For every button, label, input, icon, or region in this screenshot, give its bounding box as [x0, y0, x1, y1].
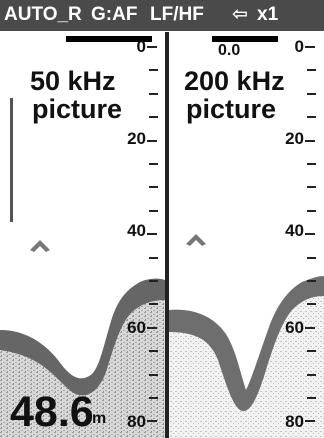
depth-tick — [149, 116, 158, 118]
right-fish-mark — [186, 234, 206, 246]
depth-tick — [147, 140, 157, 142]
depth-tick — [305, 420, 315, 422]
right-picture-label: picture — [186, 94, 277, 124]
depth-tick — [149, 257, 158, 259]
depth-tick — [307, 93, 316, 95]
right-bottom-contour — [169, 276, 324, 412]
depth-tick — [149, 280, 158, 282]
depth-tick — [305, 327, 315, 329]
depth-tick — [149, 374, 158, 376]
zoom-level[interactable]: x1 — [257, 4, 279, 25]
shift-arrow-icon[interactable]: ⇦ — [232, 4, 248, 25]
left-depth-40: 40 — [127, 221, 146, 240]
depth-readout: 48.6 — [10, 388, 94, 436]
depth-tick — [149, 397, 158, 399]
depth-tick — [147, 46, 157, 48]
depth-tick — [307, 210, 316, 212]
depth-tick — [307, 163, 316, 165]
left-picture-label: picture — [32, 94, 123, 124]
depth-tick — [149, 186, 158, 188]
left-depth-20: 20 — [127, 129, 146, 148]
depth-tick — [307, 350, 316, 352]
depth-tick — [149, 69, 158, 71]
left-frequency-label: 50 kHz — [30, 66, 116, 96]
gain-mode[interactable]: G:AF — [91, 4, 138, 25]
depth-tick — [149, 303, 158, 305]
left-depth-80: 80 — [127, 412, 146, 431]
depth-tick — [149, 350, 158, 352]
left-depth-0: 0 — [136, 37, 146, 56]
depth-tick — [307, 186, 316, 188]
right-depth-20: 20 — [285, 129, 304, 148]
right-depth-0: 0 — [294, 37, 304, 56]
left-bottom-contour — [0, 278, 165, 396]
depth-unit: m — [92, 410, 107, 427]
left-gain-indicator — [10, 98, 13, 222]
depth-tick — [307, 397, 316, 399]
right-depth-60: 60 — [285, 318, 304, 337]
right-seabed-echo — [169, 288, 324, 438]
depth-tick — [149, 210, 158, 212]
depth-tick — [307, 374, 316, 376]
depth-tick — [305, 233, 315, 235]
depth-tick — [147, 327, 157, 329]
status-bar: AUTO_R G:AF LF/HF ⇦ x1 — [0, 0, 324, 31]
panel-divider — [165, 32, 169, 438]
right-frequency-label: 200 kHz — [184, 66, 285, 96]
right-depth-40: 40 — [285, 221, 304, 240]
depth-tick — [305, 140, 315, 142]
depth-tick — [147, 420, 157, 422]
right-depth-80: 80 — [285, 412, 304, 431]
right-offset-label: 0.0 — [218, 42, 241, 59]
depth-tick — [305, 46, 315, 48]
range-mode[interactable]: AUTO_R — [4, 4, 82, 25]
depth-tick — [307, 280, 316, 282]
left-range-bar — [66, 36, 152, 42]
left-depth-60: 60 — [127, 318, 146, 337]
frequency-mode[interactable]: LF/HF — [150, 4, 204, 25]
depth-tick — [149, 163, 158, 165]
left-fish-mark — [30, 240, 50, 252]
depth-tick — [307, 257, 316, 259]
right-range-bar — [212, 36, 278, 42]
depth-tick — [307, 116, 316, 118]
depth-tick — [307, 303, 316, 305]
depth-tick — [149, 93, 158, 95]
depth-tick — [147, 233, 157, 235]
depth-tick — [307, 69, 316, 71]
